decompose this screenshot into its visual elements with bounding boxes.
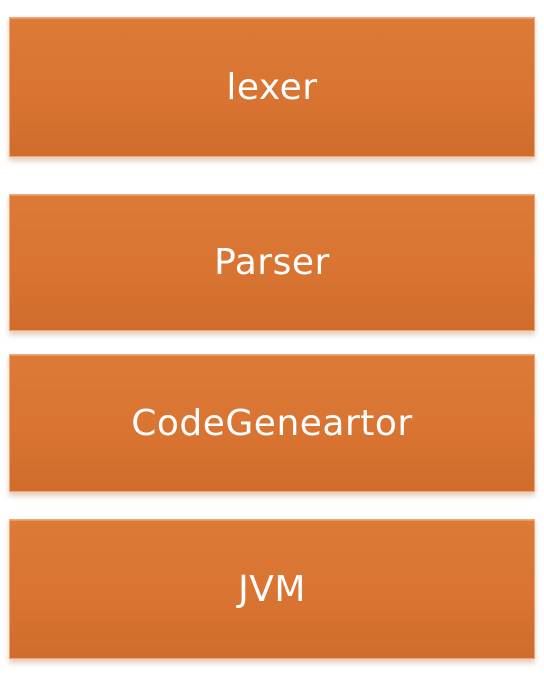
layer-lexer: lexer bbox=[9, 17, 535, 157]
layer-jvm: JVM bbox=[9, 519, 535, 659]
layer-parser: Parser bbox=[9, 194, 535, 331]
layer-label-code-generator: CodeGeneartor bbox=[131, 402, 413, 444]
layer-label-jvm: JVM bbox=[238, 568, 306, 610]
layer-label-parser: Parser bbox=[214, 242, 330, 283]
layer-label-lexer: lexer bbox=[226, 66, 318, 108]
layer-code-generator: CodeGeneartor bbox=[9, 354, 535, 492]
